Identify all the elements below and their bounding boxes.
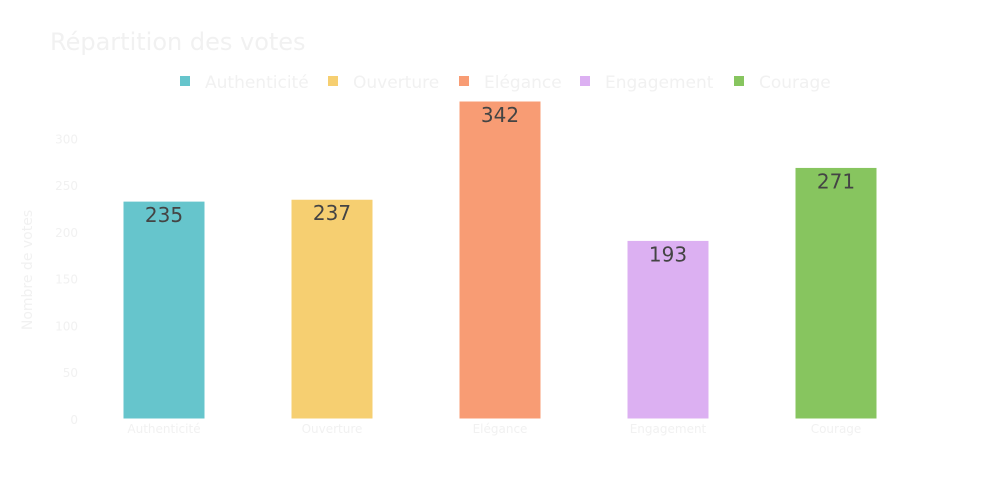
- legend-swatch: [180, 76, 190, 86]
- y-tick-label: 200: [55, 226, 78, 240]
- bar-authenticite[interactable]: [120, 198, 208, 422]
- y-tick-label: 100: [55, 319, 78, 333]
- y-tick-label: 250: [55, 179, 78, 193]
- y-axis-title: Nombre de votes: [20, 210, 36, 330]
- legend-item-engagement[interactable]: Engagement: [580, 73, 714, 93]
- bar-value-label: 342: [481, 103, 519, 127]
- legend-label: Elégance: [484, 73, 562, 93]
- y-tick-label: 50: [63, 366, 78, 380]
- legend: Authenticité Ouverture Elégance Engagement C…: [180, 73, 831, 93]
- legend-item-authenticite[interactable]: Authenticité: [180, 73, 309, 93]
- y-tick-label: 150: [55, 273, 78, 287]
- legend-label: Authenticité: [205, 73, 309, 93]
- bar-engagement[interactable]: [624, 237, 712, 422]
- legend-item-courage[interactable]: Courage: [734, 73, 831, 93]
- y-tick-label: 0: [70, 413, 78, 427]
- y-tick-label: 300: [55, 132, 78, 146]
- legend-label: Courage: [759, 73, 831, 93]
- x-tick-label: Authenticité: [127, 422, 200, 436]
- bar-value-label: 237: [313, 201, 351, 225]
- legend-swatch: [734, 76, 744, 86]
- bar-value-label: 271: [817, 169, 855, 193]
- bar-value-label: 193: [649, 242, 687, 266]
- bar-courage[interactable]: [792, 164, 880, 422]
- legend-item-ouverture[interactable]: Ouverture: [328, 73, 439, 93]
- y-axis: 0 50 100 150 200 250 300: [55, 132, 78, 427]
- legend-label: Ouverture: [353, 73, 439, 93]
- chart-title: Répartition des votes: [50, 28, 306, 56]
- bars: [120, 98, 880, 422]
- x-axis: Authenticité Ouverture Elégance Engagement C…: [127, 422, 861, 436]
- legend-label: Engagement: [605, 73, 714, 93]
- bar-elegance[interactable]: [456, 98, 544, 422]
- bar-value-label: 235: [145, 203, 183, 227]
- x-tick-label: Ouverture: [302, 422, 363, 436]
- x-tick-label: Elégance: [473, 422, 528, 436]
- legend-swatch: [459, 76, 469, 86]
- x-tick-label: Courage: [811, 422, 862, 436]
- x-tick-label: Engagement: [630, 422, 707, 436]
- legend-swatch: [580, 76, 590, 86]
- bar-ouverture[interactable]: [288, 196, 376, 422]
- legend-item-elegance[interactable]: Elégance: [459, 73, 562, 93]
- legend-swatch: [328, 76, 338, 86]
- bar-labels: 235 237 342 193 271: [145, 103, 855, 266]
